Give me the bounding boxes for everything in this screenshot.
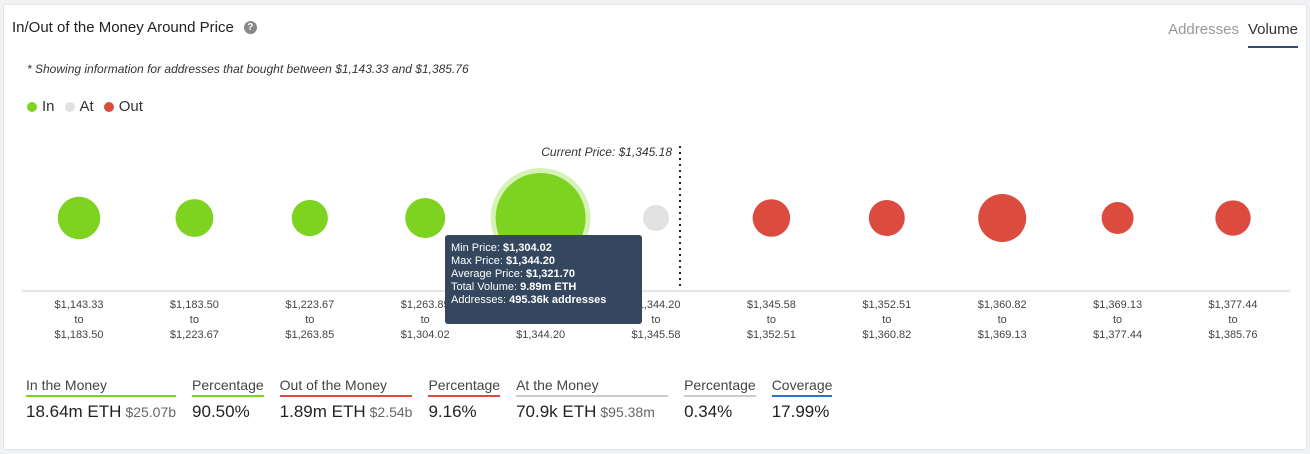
view-tabs: Addresses Volume (1159, 21, 1298, 48)
stat-out-percentage: Percentage 9.16% (428, 377, 501, 422)
tick-label-from: $1,143.33 (55, 299, 104, 311)
stat-label: At the Money (516, 377, 669, 397)
legend-in-dot (27, 101, 37, 112)
stat-value-usd: $25.07b (125, 404, 177, 420)
question-icon[interactable]: ? (243, 21, 257, 34)
tick-label-from: $1,344.20 (632, 299, 681, 311)
current-price-label: Current Price: $1,345.18 (541, 145, 672, 159)
bubble (643, 205, 669, 231)
tick-label-to: $1,223.67 (170, 329, 219, 341)
bubble-tooltip: Min Price: $1,304.02 Max Price: $1,344.2… (445, 235, 642, 324)
tick-label-to: $1,304.02 (401, 329, 450, 341)
stat-value-main: 1.89m ETH (279, 402, 366, 421)
stat-value-main: 70.9k ETH (516, 402, 597, 421)
tick-label-from: $1,345.58 (747, 299, 796, 311)
stat-label: In the Money (26, 377, 177, 397)
widget-title: In/Out of the Money Around Price ? (12, 19, 257, 36)
tick-label-to-word: to (767, 314, 776, 326)
tick-label-to: $1,263.85 (285, 329, 334, 341)
legend-at-dot (64, 101, 75, 112)
stat-value-usd: $95.38m (600, 404, 655, 420)
tab-volume[interactable]: Volume (1247, 21, 1298, 48)
stat-value: 18.64m ETH $25.07b (26, 402, 176, 422)
tooltip-avg-label: Average Price: (451, 268, 523, 280)
legend-out[interactable]: Out (103, 98, 143, 115)
tooltip-min-value: $1,304.02 (502, 242, 552, 254)
chart-legend: In At Out (27, 98, 153, 115)
tick-label-to-word: to (421, 314, 430, 326)
tick-label-to-word: to (74, 314, 83, 326)
tooltip-max-label: Max Price: (451, 255, 503, 267)
bubble (752, 199, 791, 237)
bubble (1101, 202, 1134, 234)
stat-value: 90.50% (192, 402, 250, 421)
bubble (57, 196, 101, 240)
stat-value: 70.9k ETH $95.38m (516, 402, 668, 422)
stat-label: Coverage (771, 377, 833, 397)
stat-label: Out of the Money (279, 377, 413, 397)
stat-in-percentage: Percentage 90.50% (192, 377, 264, 422)
bubble (868, 200, 905, 236)
tooltip-vol-label: Total Volume: (451, 281, 518, 293)
tab-addresses[interactable]: Addresses (1168, 21, 1239, 38)
tick-label-to: $1,345.58 (632, 329, 681, 341)
stat-in-the-money: In the Money 18.64m ETH $25.07b (26, 377, 177, 422)
bubble (1215, 200, 1251, 236)
tick-label-to-word: to (190, 314, 199, 326)
tick-label-to: $1,344.20 (516, 329, 565, 341)
tick-label-to-word: to (1228, 314, 1237, 326)
tick-label-from: $1,263.85 (401, 299, 450, 311)
bubble (175, 199, 214, 237)
stat-at-percentage: Percentage 0.34% (684, 377, 756, 422)
tooltip-vol-value: 9.89m ETH (520, 281, 577, 293)
tick-label-to-word: to (998, 314, 1007, 326)
tick-label-to: $1,360.82 (862, 329, 911, 341)
tick-label-from: $1,360.82 (978, 299, 1027, 311)
tick-label-from: $1,183.50 (170, 299, 219, 311)
tick-label-to-word: to (651, 314, 660, 326)
tick-label-to: $1,377.44 (1093, 329, 1142, 341)
stat-label: Percentage (428, 377, 501, 397)
tick-label-from: $1,369.13 (1093, 299, 1142, 311)
bubble (291, 199, 328, 237)
legend-out-label: Out (118, 98, 143, 115)
bubble (978, 194, 1027, 242)
tick-label-to: $1,369.13 (978, 329, 1027, 341)
stat-value: 1.89m ETH $2.54b (280, 402, 413, 422)
stat-value-main: 18.64m ETH (26, 402, 122, 421)
stat-label: Percentage (684, 377, 756, 397)
bubble (405, 198, 446, 238)
range-note: * Showing information for addresses that… (27, 62, 469, 76)
tick-label-from: $1,352.51 (862, 299, 911, 311)
tick-label-to: $1,385.76 (1209, 329, 1258, 341)
tick-label-to: $1,352.51 (747, 329, 796, 341)
tick-label-to-word: to (882, 314, 891, 326)
legend-in-label: In (42, 98, 55, 115)
legend-out-dot (103, 101, 114, 112)
summary-stats: In the Money 18.64m ETH $25.07b Percentag… (26, 377, 848, 422)
tooltip-min-label: Min Price: (451, 242, 500, 254)
tick-label-to: $1,183.50 (55, 329, 104, 341)
tick-label-from: $1,377.44 (1209, 299, 1258, 311)
stat-value: 9.16% (428, 402, 477, 421)
tick-label-from: $1,223.67 (285, 299, 334, 311)
tick-label-to-word: to (305, 314, 314, 326)
stat-label: Percentage (192, 377, 264, 397)
tooltip-addr-label: Addresses: (451, 294, 507, 306)
stat-out-of-the-money: Out of the Money 1.89m ETH $2.54b (279, 377, 413, 422)
stat-coverage: Coverage 17.99% (771, 377, 833, 422)
tooltip-addr-value: 495.36k addresses (509, 294, 607, 306)
tooltip-max-value: $1,344.20 (506, 255, 555, 267)
stat-value: 0.34% (684, 402, 733, 421)
legend-at-label: At (79, 98, 94, 115)
tooltip-avg-value: $1,321.70 (526, 268, 575, 280)
widget-title-text: In/Out of the Money Around Price (12, 19, 234, 36)
tick-label-to-word: to (1113, 314, 1122, 326)
legend-in[interactable]: In (27, 98, 55, 115)
stat-value: 17.99% (771, 402, 830, 421)
stat-at-the-money: At the Money 70.9k ETH $95.38m (516, 377, 669, 422)
legend-at[interactable]: At (64, 98, 94, 115)
stat-value-usd: $2.54b (369, 404, 413, 420)
